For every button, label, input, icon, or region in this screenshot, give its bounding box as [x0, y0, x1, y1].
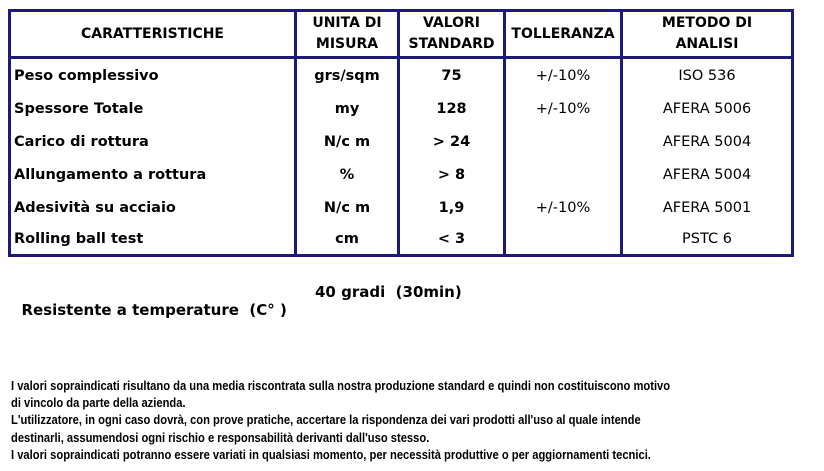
header-text: UNITA DI [312, 15, 382, 31]
cell-standard-value: 75 [397, 57, 506, 92]
header-text: CARATTERISTICHE [80, 25, 224, 42]
cell-method: AFERA 5006 [620, 92, 794, 125]
cell-unit: % [294, 158, 400, 191]
cell-characteristic: Spessore Totale [8, 92, 297, 125]
table-row: Peso complessivo grs/sqm 75 +/-10% ISO 536 [8, 57, 794, 92]
cell-characteristic: Allungamento a rottura [8, 158, 297, 191]
cell-standard-value: > 24 [397, 125, 506, 158]
note-line: I valori sopraindicati risultano da una … [11, 378, 671, 393]
cell-tolerance [503, 224, 623, 256]
cell-method: AFERA 5004 [620, 125, 794, 158]
cell-standard-value: 1,9 [397, 191, 506, 224]
table-row: Spessore Totale my 128 +/-10% AFERA 5006 [8, 92, 794, 125]
note-line: L'utilizzatore, in ogni caso dovrà, con … [11, 412, 641, 428]
header-caratteristiche: CARATTERISTICHE [8, 9, 297, 59]
cell-unit: grs/sqm [294, 57, 400, 92]
cell-unit: N/c m [294, 191, 400, 224]
cell-method: PSTC 6 [620, 224, 794, 256]
cell-method: AFERA 5001 [620, 191, 794, 224]
header-unita: UNITA DI MISURA [294, 9, 400, 59]
table-row: Allungamento a rottura% > 8 AFERA 5004 [8, 158, 794, 191]
cell-standard-value: 128 [397, 92, 506, 125]
table-row: Carico di rottura N/c m > 24 AFERA 5004 [8, 125, 794, 158]
cell-method: AFERA 5004 [620, 158, 794, 191]
cell-standard-value: < 3 [397, 224, 506, 256]
cell-standard-value: > 8 [397, 158, 506, 191]
header-metodo: METODO DI ANALISI [620, 9, 794, 59]
header-text: MISURA [315, 36, 379, 52]
note-line: I valori sopraindicati potranno essere v… [11, 446, 651, 462]
header-text: VALORI [422, 15, 481, 31]
temperature-value: 40 gradi (30min) [315, 283, 462, 301]
header-text: ANALISI [675, 36, 739, 52]
header-text: TOLLERANZA [511, 25, 615, 42]
cell-characteristic: Peso complessivo [8, 57, 297, 92]
table-row: Adesività su acciaio N/c m 1,9 +/-10% AFERA … [8, 191, 794, 224]
disclaimer-notes: I valori sopraindicati risultano da una … [11, 377, 785, 463]
cell-unit: N/c m [294, 125, 400, 158]
cell-characteristic: Carico di rottura [8, 125, 297, 158]
cell-tolerance: +/-10% [503, 57, 623, 92]
note-line: destinarli, assumendosi ogni rischio e r… [11, 429, 430, 445]
temperature-resistance: Resistente a temperature (C° ) 40 gradi … [11, 283, 461, 337]
cell-tolerance [503, 125, 623, 158]
cell-characteristic: Adesività su acciaio [8, 191, 297, 224]
cell-method: ISO 536 [620, 57, 794, 92]
header-valori: VALORI STANDARD [397, 9, 506, 59]
cell-unit: my [294, 92, 400, 125]
temperature-label: Resistente a temperature (C° ) [21, 301, 287, 319]
table-header-row: CARATTERISTICHE UNITA DI MISURA VALORI STA… [8, 9, 794, 59]
header-tolleranza: TOLLERANZA [503, 9, 623, 59]
header-text: METODO DI [661, 15, 753, 31]
specifications-table: CARATTERISTICHE UNITA DI MISURA VALORI STA… [8, 9, 794, 257]
cell-unit: cm [294, 224, 400, 256]
cell-tolerance [503, 158, 623, 191]
cell-characteristic: Rolling ball test [8, 224, 297, 256]
cell-tolerance: +/-10% [503, 92, 623, 125]
header-text: STANDARD [408, 36, 495, 52]
note-line: di vincolo da parte della azienda. [11, 395, 186, 411]
table-row: Rolling ball test cm < 3 PSTC 6 [8, 224, 794, 256]
cell-tolerance: +/-10% [503, 191, 623, 224]
